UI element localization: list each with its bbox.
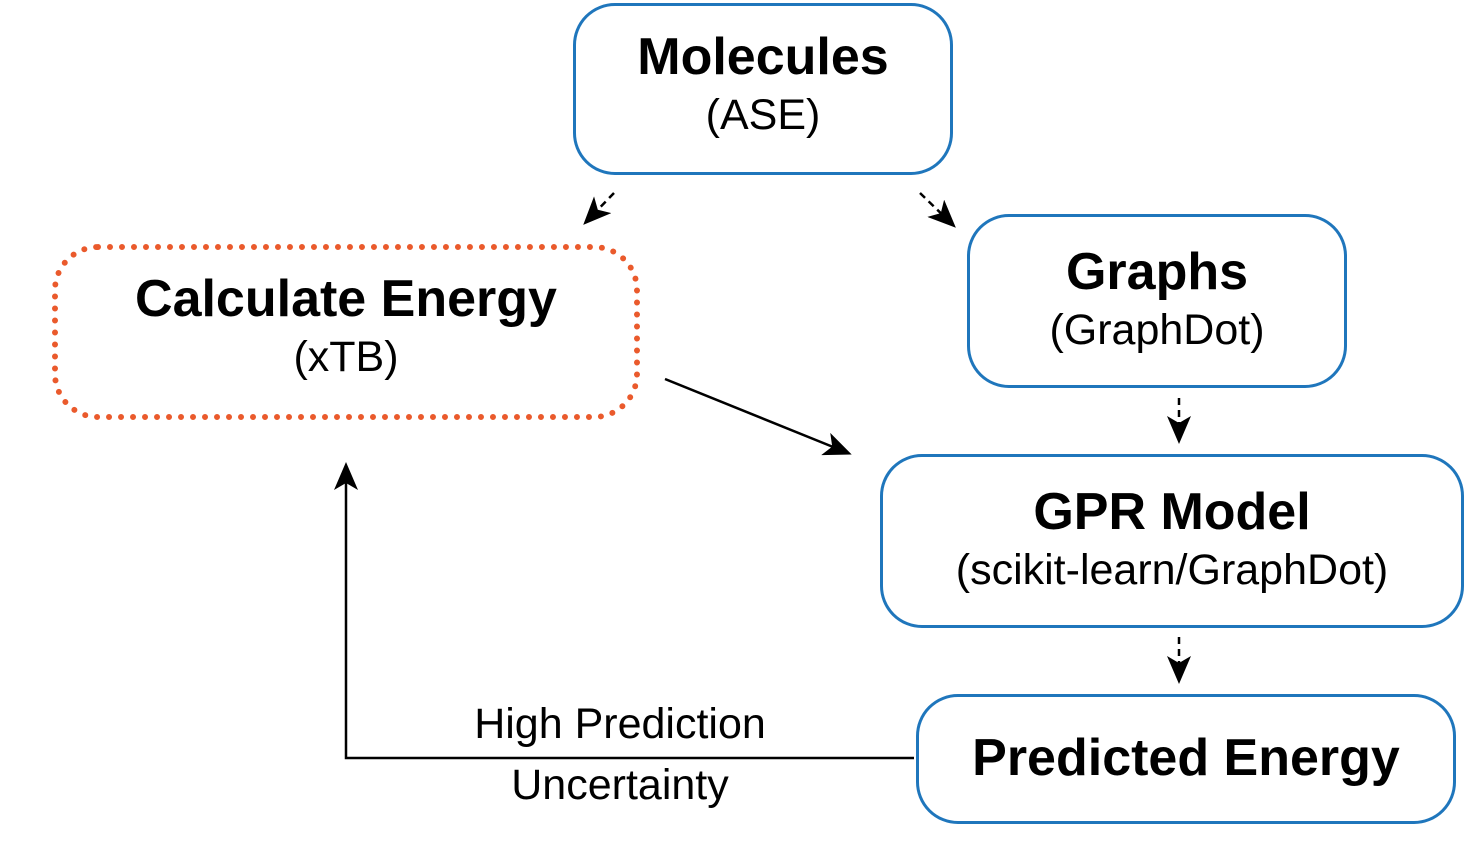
node-molecules: Molecules (ASE) [573,3,953,175]
node-molecules-subtitle: (ASE) [705,90,821,139]
arrow-calculate-energy-to-gpr-model [664,377,852,456]
arrow-predicted-energy-to-calculate-energy [334,462,914,760]
node-graphs-title: Graphs [1065,243,1249,302]
node-calculate-energy-title: Calculate Energy [135,270,557,329]
edge-label-line-1: High Prediction [474,700,766,748]
arrow-molecules-to-calculate-energy [583,192,615,225]
edge-label-high-prediction-uncertainty: High Prediction Uncertainty [430,694,810,816]
node-gpr-model-title: GPR Model [1033,483,1311,542]
node-calculate-energy-subtitle: (xTB) [293,332,399,381]
arrow-molecules-to-graphs [919,192,956,228]
node-calculate-energy: Calculate Energy (xTB) [52,244,640,420]
edge-label-line-2: Uncertainty [511,761,729,810]
node-molecules-title: Molecules [637,28,889,87]
node-predicted-energy-title: Predicted Energy [972,729,1400,788]
node-graphs-subtitle: (GraphDot) [1049,305,1265,354]
node-graphs: Graphs (GraphDot) [967,214,1347,388]
node-gpr-model-subtitle: (scikit-learn/GraphDot) [955,545,1389,594]
node-gpr-model: GPR Model (scikit-learn/GraphDot) [880,454,1464,628]
node-predicted-energy: Predicted Energy [916,694,1456,824]
